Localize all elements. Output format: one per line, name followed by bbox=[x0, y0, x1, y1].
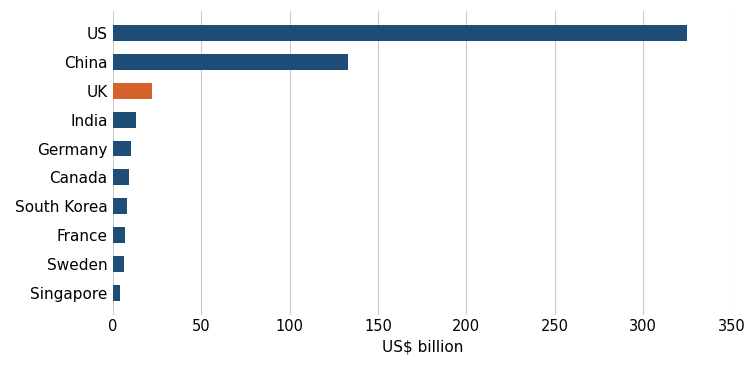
Bar bbox=[113, 256, 124, 272]
Bar bbox=[113, 25, 687, 41]
Bar bbox=[113, 169, 129, 185]
Bar bbox=[113, 227, 125, 243]
X-axis label: US$ billion: US$ billion bbox=[382, 339, 463, 354]
Bar bbox=[113, 83, 152, 99]
Bar bbox=[113, 285, 120, 301]
Bar bbox=[113, 54, 348, 70]
Bar bbox=[113, 141, 130, 157]
Bar bbox=[113, 198, 127, 214]
Bar bbox=[113, 112, 136, 128]
